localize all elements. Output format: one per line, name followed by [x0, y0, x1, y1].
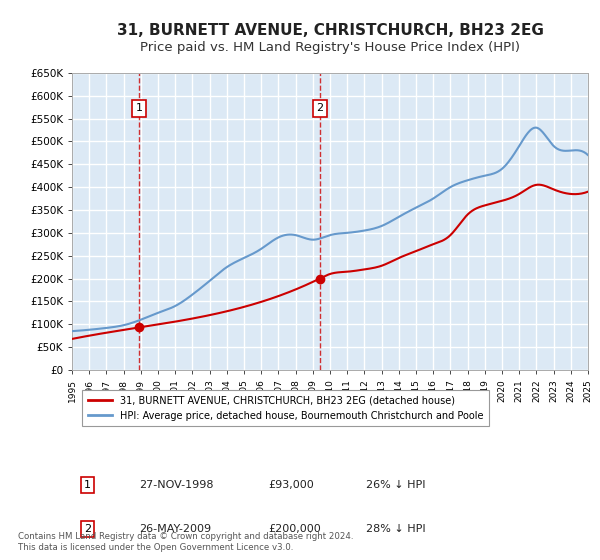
Text: 28% ↓ HPI: 28% ↓ HPI — [366, 524, 426, 534]
Text: Price paid vs. HM Land Registry's House Price Index (HPI): Price paid vs. HM Land Registry's House … — [140, 41, 520, 54]
Legend: 31, BURNETT AVENUE, CHRISTCHURCH, BH23 2EG (detached house), HPI: Average price,: 31, BURNETT AVENUE, CHRISTCHURCH, BH23 2… — [82, 390, 489, 426]
Text: 27-NOV-1998: 27-NOV-1998 — [139, 480, 214, 490]
Text: 2: 2 — [316, 104, 323, 114]
Text: 26% ↓ HPI: 26% ↓ HPI — [366, 480, 425, 490]
Text: 31, BURNETT AVENUE, CHRISTCHURCH, BH23 2EG: 31, BURNETT AVENUE, CHRISTCHURCH, BH23 2… — [116, 24, 544, 38]
Text: 2: 2 — [84, 524, 91, 534]
Text: 26-MAY-2009: 26-MAY-2009 — [139, 524, 211, 534]
Text: £93,000: £93,000 — [268, 480, 314, 490]
Text: 1: 1 — [136, 104, 143, 114]
Text: 1: 1 — [84, 480, 91, 490]
Text: £200,000: £200,000 — [268, 524, 321, 534]
Text: Contains HM Land Registry data © Crown copyright and database right 2024.
This d: Contains HM Land Registry data © Crown c… — [18, 532, 353, 552]
